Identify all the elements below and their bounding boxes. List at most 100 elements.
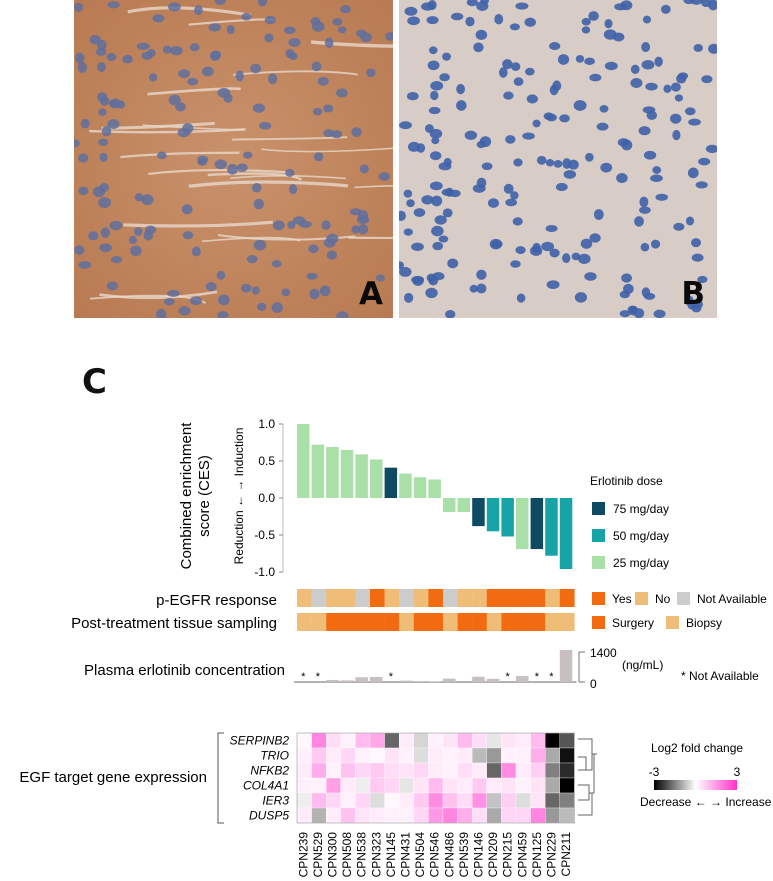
- heatmap-cell: [457, 762, 473, 779]
- heatmap-cell: [326, 762, 341, 779]
- heatmap-cell: [428, 777, 444, 794]
- nucleus-a: [214, 159, 227, 170]
- nucleus-a: [256, 302, 267, 311]
- annotation-cell: [384, 613, 400, 631]
- panel-a-micrograph: A: [74, 0, 393, 318]
- heatmap-cell: [545, 732, 560, 749]
- dose-legend-title: Erlotinib dose: [590, 474, 663, 488]
- nucleus-a: [110, 98, 121, 109]
- nucleus-b: [643, 150, 657, 160]
- nucleus-a: [74, 2, 84, 13]
- nucleus-b: [593, 209, 604, 220]
- nucleus-b: [399, 261, 405, 270]
- heatmap-cell: [369, 747, 385, 764]
- nucleus-b: [549, 84, 559, 96]
- nucleus-a: [287, 220, 296, 229]
- nucleus-a: [194, 5, 203, 16]
- heatmap-cell: [413, 762, 429, 779]
- nucleus-a: [110, 256, 123, 264]
- heatmap-cell: [311, 807, 327, 824]
- nucleus-a: [74, 139, 80, 148]
- nucleus-b: [549, 248, 560, 258]
- nucleus-b: [684, 107, 696, 116]
- plasma-bar: [399, 680, 412, 682]
- nucleus-a: [98, 108, 107, 116]
- heatmap-cell: [501, 777, 517, 794]
- heatmap-cell: [355, 807, 371, 824]
- heatmap-cell: [311, 777, 327, 794]
- nucleus-b: [429, 128, 443, 139]
- nucleus-a: [336, 88, 348, 98]
- heatmap-scale-caption: Decrease ← → Increase: [640, 795, 772, 809]
- nucleus-a: [289, 52, 298, 61]
- annotation-cell: [443, 589, 458, 607]
- nucleus-b: [424, 124, 434, 133]
- nucleus-b: [473, 42, 484, 53]
- nucleus-b: [670, 113, 682, 124]
- nucleus-a: [181, 204, 193, 215]
- nucleus-b: [619, 290, 631, 299]
- nucleus-b: [693, 44, 704, 52]
- nucleus-a: [271, 260, 282, 268]
- heatmap-cell: [399, 777, 414, 794]
- plasma-na-note: * Not Available: [681, 669, 759, 683]
- nucleus-b: [581, 26, 591, 34]
- nucleus-b: [663, 84, 672, 93]
- nucleus-a: [217, 311, 229, 318]
- nucleus-a: [366, 68, 376, 78]
- nucleus-a: [89, 34, 101, 45]
- plasma-bar: [326, 679, 339, 682]
- nucleus-b: [430, 80, 444, 91]
- nucleus-a: [268, 73, 278, 85]
- nucleus-b: [708, 43, 717, 54]
- nucleus-b: [406, 199, 415, 208]
- plasma-bar: [486, 678, 500, 682]
- nucleus-b: [456, 83, 465, 95]
- nucleus-a: [264, 15, 276, 25]
- ces-bar: [340, 449, 354, 498]
- nucleus-b: [630, 64, 640, 74]
- heatmap-cells: [296, 732, 575, 824]
- heatmap-cell: [486, 747, 502, 764]
- dose-legend-label: 50 mg/day: [613, 529, 669, 543]
- annotation-cell: [311, 613, 327, 631]
- nucleus-b: [642, 15, 652, 24]
- nucleus-b: [541, 241, 555, 252]
- heatmap-cell: [296, 807, 312, 824]
- nucleus-b: [428, 106, 441, 115]
- nucleus-a: [182, 123, 194, 134]
- heatmap-cell: [559, 732, 575, 749]
- nucleus-a: [80, 118, 90, 129]
- annotation-cell: [340, 589, 356, 607]
- nucleus-a: [178, 306, 191, 316]
- annotation-legend-label: No: [655, 592, 671, 606]
- heatmap-bracket: [217, 732, 224, 824]
- heatmap-cell: [340, 777, 356, 794]
- heatmap-cell: [326, 807, 341, 824]
- nucleus-b: [687, 167, 699, 179]
- annotation-cell: [384, 589, 400, 607]
- nucleus-a: [109, 220, 123, 231]
- heatmap-cell: [559, 777, 575, 794]
- nucleus-b: [481, 162, 493, 171]
- heatmap-cell: [296, 792, 312, 809]
- nucleus-a: [99, 243, 112, 253]
- nucleus-a: [182, 231, 194, 240]
- nucleus-a: [170, 45, 183, 56]
- nucleus-a: [340, 5, 351, 14]
- ces-y-axis-label: Combined enrichment score (CES) Reductio…: [178, 422, 246, 570]
- nucleus-b: [512, 217, 523, 226]
- nucleus-b: [510, 260, 521, 268]
- heatmap-scale: Log2 fold change -3 3 Decrease ← → Incre…: [640, 741, 772, 809]
- nucleus-a: [312, 107, 323, 116]
- heatmap-cell: [355, 792, 371, 809]
- ces-bar: [384, 467, 398, 498]
- ces-bar: [413, 477, 427, 498]
- dose-legend-label: 25 mg/day: [613, 556, 669, 570]
- nucleus-b: [426, 16, 439, 25]
- heatmap-cell: [486, 777, 502, 794]
- nucleus-b: [406, 92, 419, 101]
- ces-bar: [530, 498, 544, 550]
- nucleus-b: [421, 195, 434, 205]
- nucleus-a: [337, 26, 347, 34]
